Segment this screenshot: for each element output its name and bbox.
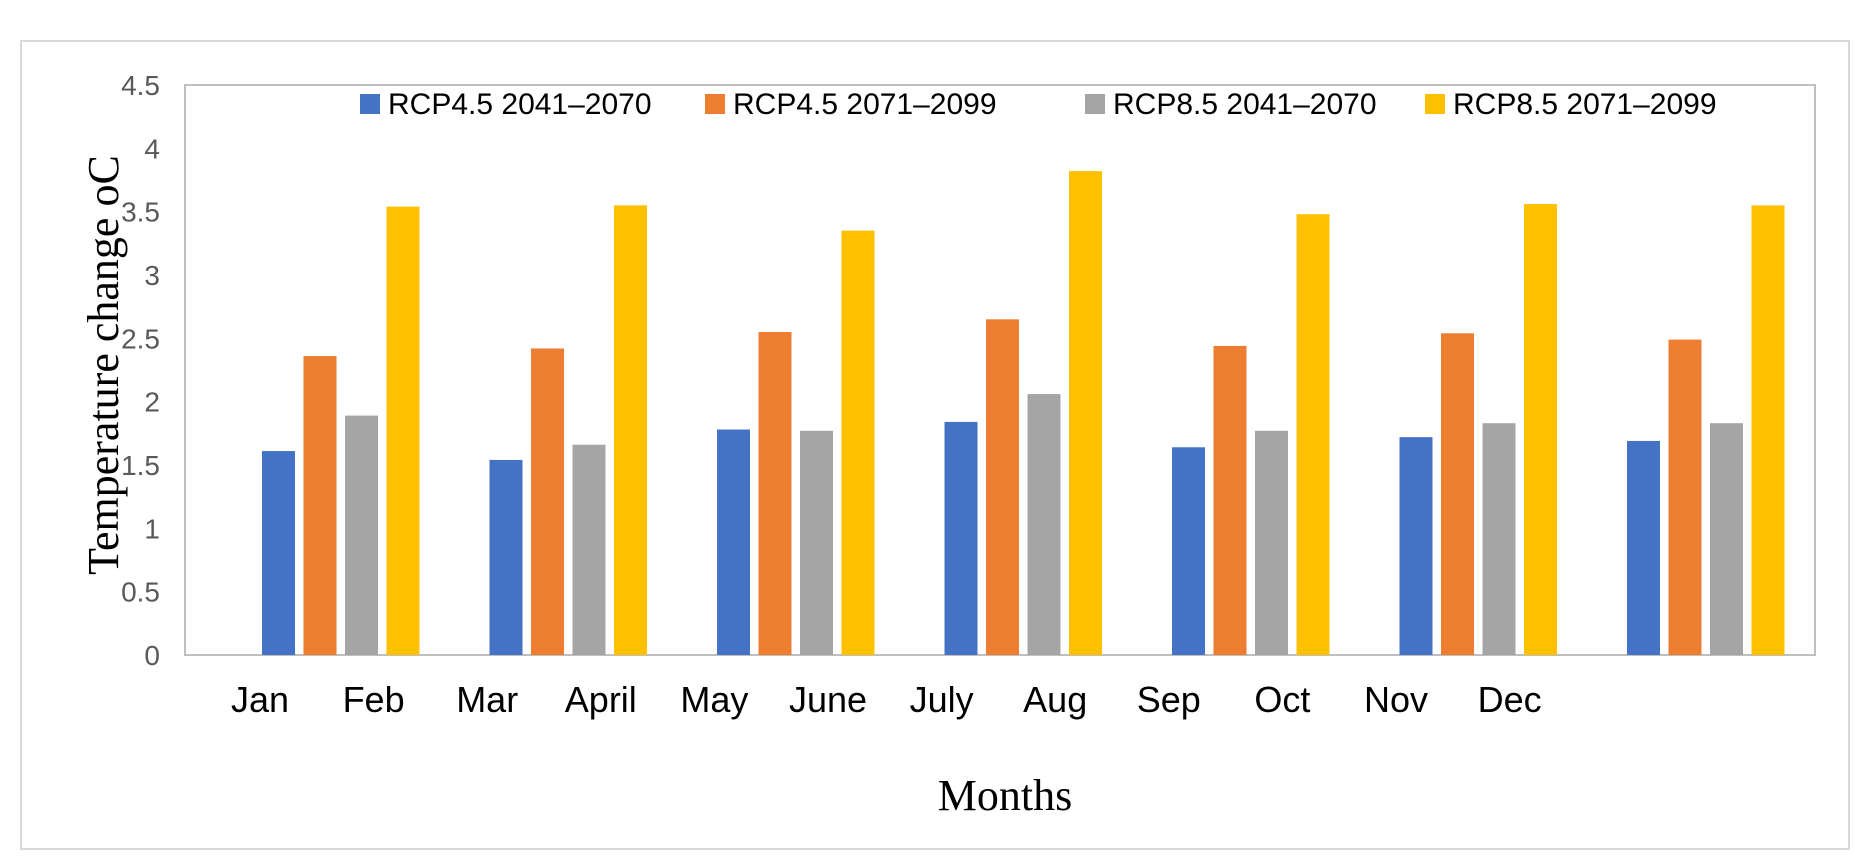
bar — [303, 356, 337, 655]
y-tick-label: 1 — [144, 513, 160, 544]
x-tick-label: Aug — [1023, 679, 1087, 720]
bar — [1710, 423, 1743, 655]
bar — [1668, 339, 1702, 655]
bars — [262, 171, 1785, 656]
bar — [531, 348, 564, 655]
bar — [489, 459, 523, 655]
bar — [1069, 171, 1102, 655]
bar — [614, 205, 647, 656]
y-tick-label: 2.5 — [121, 323, 160, 354]
y-tick-label: 0.5 — [121, 577, 160, 608]
bar — [717, 429, 750, 655]
legend-label: RCP8.5 2041–2070 — [1113, 88, 1377, 121]
bar — [1751, 205, 1785, 656]
bar — [841, 230, 875, 655]
y-tick-label: 1.5 — [121, 450, 160, 481]
bar — [944, 421, 978, 655]
legend-label: RCP4.5 2041–2070 — [388, 88, 652, 121]
bar — [345, 415, 378, 655]
legend-item: RCP4.5 2041–2070 — [360, 88, 652, 121]
legend-label: RCP4.5 2071–2099 — [733, 88, 997, 121]
y-tick-label: 0 — [144, 640, 160, 671]
y-tick-label: 4 — [144, 133, 160, 164]
bar — [800, 430, 833, 655]
bar — [1441, 333, 1474, 655]
y-tick-label: 4.5 — [121, 70, 160, 101]
x-axis-label: Months — [938, 771, 1072, 820]
y-tick-label: 2 — [144, 387, 160, 418]
legend-swatch — [360, 94, 380, 114]
bar — [986, 319, 1019, 655]
bar — [1399, 437, 1433, 655]
legend-swatch — [705, 94, 725, 114]
bar — [1482, 423, 1516, 655]
y-tick-label: 3 — [144, 260, 160, 291]
bar — [1213, 345, 1247, 655]
bar — [572, 444, 606, 655]
bar — [1627, 440, 1660, 655]
legend-item: RCP4.5 2071–2099 — [705, 88, 997, 121]
bar — [1027, 394, 1061, 655]
legend-item: RCP8.5 2041–2070 — [1085, 88, 1377, 121]
x-tick-label: April — [565, 679, 637, 720]
bar — [386, 206, 420, 655]
x-axis-ticks: Jan Feb Mar April May June July Aug Sep Oct Nov Dec — [231, 679, 1542, 720]
x-tick-label: Dec — [1478, 679, 1542, 720]
bar — [262, 451, 295, 655]
bar — [758, 332, 792, 655]
x-tick-label: May — [680, 679, 748, 720]
legend-item: RCP8.5 2071–2099 — [1425, 88, 1717, 121]
x-tick-label: July — [910, 679, 974, 720]
x-tick-label: June — [789, 679, 867, 720]
bar — [1172, 447, 1205, 655]
x-tick-label: Mar — [456, 679, 518, 720]
bar — [1524, 204, 1557, 656]
x-tick-label: Jan — [231, 679, 289, 720]
x-tick-label: Oct — [1254, 679, 1310, 720]
x-tick-label: Nov — [1364, 679, 1428, 720]
legend: RCP4.5 2041–2070 RCP4.5 2071–2099 RCP8.5 2… — [360, 88, 1717, 121]
y-axis-ticks: 0 0.5 1 1.5 2 2.5 3 3.5 4 4.5 — [121, 70, 160, 671]
legend-label: RCP8.5 2071–2099 — [1453, 88, 1717, 121]
y-axis-label: Temperature change oC — [79, 155, 128, 575]
legend-swatch — [1085, 94, 1105, 114]
bar — [1255, 430, 1288, 655]
legend-swatch — [1425, 94, 1445, 114]
x-tick-label: Feb — [343, 679, 405, 720]
x-tick-label: Sep — [1137, 679, 1201, 720]
y-tick-label: 3.5 — [121, 197, 160, 228]
bar — [1296, 214, 1330, 655]
